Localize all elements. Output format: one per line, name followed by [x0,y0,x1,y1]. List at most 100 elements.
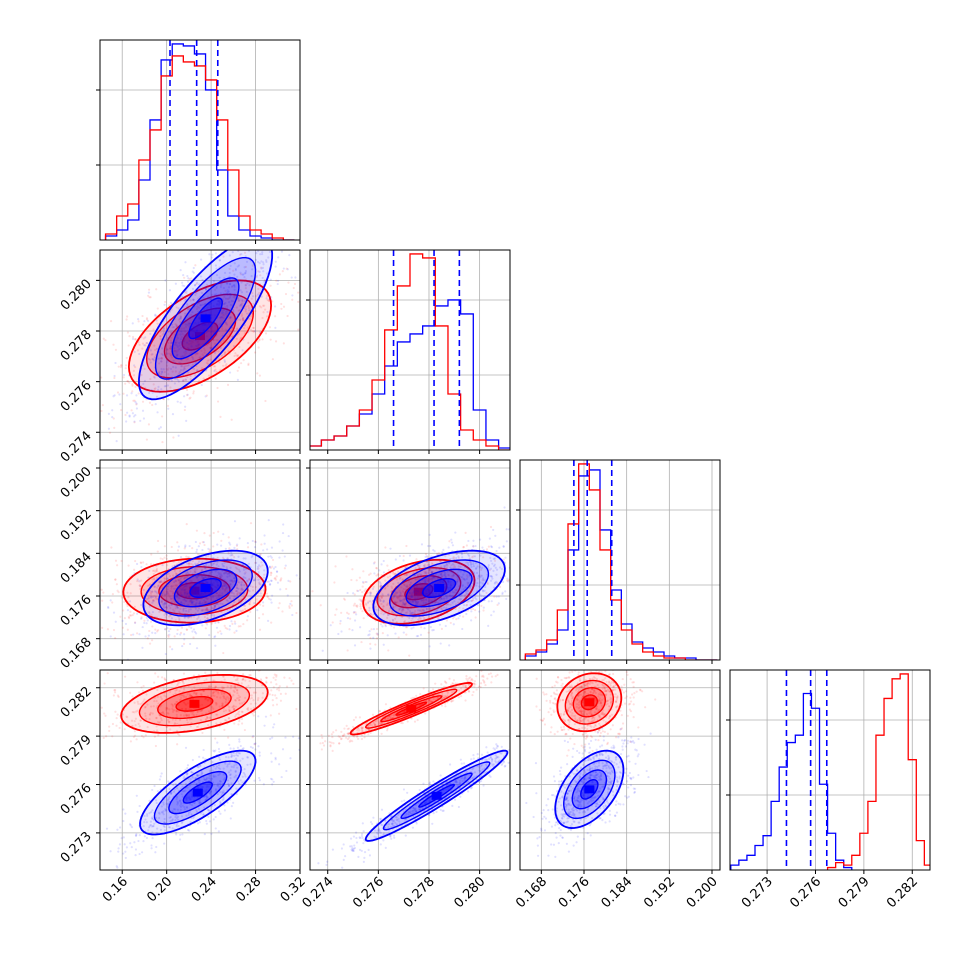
scatter-point [415,592,418,595]
scatter-point [180,696,183,699]
scatter-point [464,586,467,589]
scatter-point [365,580,368,584]
scatter-point [207,374,211,377]
scatter-point [194,570,197,573]
scatter-point [444,574,447,577]
scatter-point [420,543,424,546]
scatter-point [282,305,286,308]
scatter-point [243,266,246,269]
scatter-point [208,253,211,256]
scatter-point [176,801,180,805]
scatter-point [491,562,494,565]
scatter-point [149,377,152,381]
scatter-point [228,296,231,299]
scatter-point [230,299,233,303]
scatter-point [258,581,261,584]
scatter-point [444,576,447,579]
scatter-point [175,584,179,587]
scatter-point [202,296,205,300]
scatter-point [433,608,436,612]
scatter-point [225,571,228,574]
scatter-point [145,438,148,441]
scatter-point [177,434,180,437]
scatter-point [225,698,228,701]
scatter-point [167,593,170,596]
scatter-point [462,607,465,610]
scatter-point [465,593,468,596]
scatter-point [138,584,141,587]
scatter-point [195,575,199,579]
scatter-point [427,631,430,634]
scatter-point [384,611,387,614]
scatter-point [280,250,284,253]
scatter-point [466,568,469,571]
scatter-point [220,692,223,695]
scatter-point [255,561,258,564]
scatter-point [251,268,254,271]
scatter-point [221,556,225,559]
scatter-point [195,782,198,786]
scatter-point [148,824,152,827]
scatter-point [146,637,149,640]
scatter-point [165,590,168,593]
scatter-point [117,850,120,853]
scatter-point [426,564,429,567]
scatter-point [132,612,136,615]
scatter-point [140,335,143,339]
scatter-point [255,275,258,279]
scatter-point [245,290,248,293]
scatter-point [254,577,257,580]
scatter-point [254,561,257,564]
scatter-point [379,623,383,626]
scatter-point [247,588,250,592]
scatter-point [164,809,168,812]
histogram-blue [730,692,853,870]
scatter-point [229,579,232,582]
scatter-point [281,549,284,552]
scatter-point [171,710,175,713]
scatter-point [190,313,193,317]
scatter-point [88,355,90,357]
scatter-point [425,555,429,558]
scatter-point [210,330,213,333]
x-tick-label: 0.282 [884,874,921,911]
scatter-point [407,580,410,583]
scatter-point [203,833,206,836]
scatter-point [145,717,148,720]
scatter-point [415,602,419,605]
scatter-point [205,309,208,312]
scatter-point [423,580,426,583]
scatter-point [198,342,201,346]
scatter-point [102,736,105,739]
scatter-point [229,278,232,281]
scatter-point [222,675,225,678]
scatter-point [112,628,116,632]
scatter-point [201,581,204,584]
scatter-point [118,393,121,396]
scatter-point [200,709,203,712]
scatter-point [253,779,256,782]
scatter-point [492,610,495,613]
scatter-point [226,557,229,560]
scatter-point [244,265,248,268]
scatter-point [237,299,240,303]
scatter-point [191,363,194,366]
scatter-point [492,557,495,560]
scatter-point [147,576,150,579]
scatter-point [164,627,167,631]
scatter-point [394,601,397,604]
scatter-point [139,719,142,722]
scatter-point [452,591,455,594]
scatter-point [256,372,259,375]
scatter-point [450,541,454,544]
scatter-point [182,379,185,382]
scatter-point [214,307,218,311]
scatter-point [534,589,536,591]
scatter-point [493,582,496,585]
scatter-point [151,599,155,602]
scatter-point [428,590,431,593]
scatter-point [175,603,178,606]
scatter-point [231,251,234,254]
scatter-point [203,599,206,602]
scatter-point [447,573,450,576]
